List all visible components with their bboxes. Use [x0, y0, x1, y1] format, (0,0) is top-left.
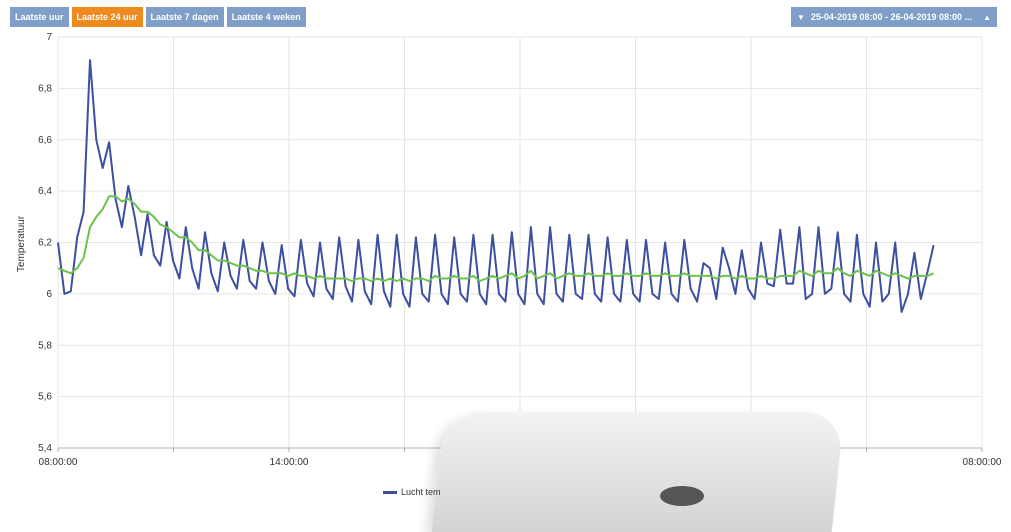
x-tick-label: 08:00:00 [963, 457, 1002, 468]
y-axis-label: Temperatuur [16, 215, 27, 272]
range-button-last-4-weeks[interactable]: Laatste 4 weken [226, 7, 306, 27]
legend-swatch [383, 490, 397, 494]
temperature-chart: 7 6,8 6,6 6,4 6,2 6 5,8 5,6 5,4 08:00:00 14:00:00… [16, 32, 1002, 468]
y-tick-label: 6,8 [38, 83, 52, 94]
date-range-label: 25-04-2019 08:00 - 26-04-2019 08:00 ... [810, 12, 973, 22]
series-line-average [57, 195, 934, 282]
range-button-last-24-hours[interactable]: Laatste 24 uur [71, 7, 143, 27]
chart-series [57, 59, 935, 313]
x-tick-label: 08:00:00 [39, 457, 78, 468]
x-tick-label: 14:00:00 [270, 457, 309, 468]
triangle-down-icon: ▼ [797, 12, 805, 22]
y-tick-label: 6 [46, 289, 52, 300]
device-photo-overlay [431, 412, 845, 532]
y-axis: 7 6,8 6,6 6,4 6,2 6 5,8 5,6 5,4 [38, 32, 52, 454]
range-button-last-7-days[interactable]: Laatste 7 dagen [145, 7, 224, 27]
y-tick-label: 6,2 [38, 238, 52, 249]
date-range-picker[interactable]: ▼ 25-04-2019 08:00 - 26-04-2019 08:00 ..… [791, 7, 997, 27]
y-tick-label: 6,4 [38, 186, 52, 197]
series-line-raw [57, 59, 935, 313]
y-tick-label: 5,6 [38, 392, 52, 403]
y-tick-label: 6,6 [38, 135, 52, 146]
range-toolbar: Laatste uur Laatste 24 uur Laatste 7 dag… [10, 7, 306, 27]
y-tick-label: 5,8 [38, 340, 52, 351]
device-opening [660, 486, 704, 506]
range-button-last-hour[interactable]: Laatste uur [10, 7, 69, 27]
y-tick-label: 5,4 [38, 443, 52, 454]
triangle-up-icon: ▲ [983, 12, 991, 22]
chart-legend[interactable]: Lucht tem [383, 487, 441, 497]
chart-grid [57, 36, 983, 449]
legend-label: Lucht tem [401, 487, 441, 497]
y-tick-label: 7 [46, 32, 52, 43]
